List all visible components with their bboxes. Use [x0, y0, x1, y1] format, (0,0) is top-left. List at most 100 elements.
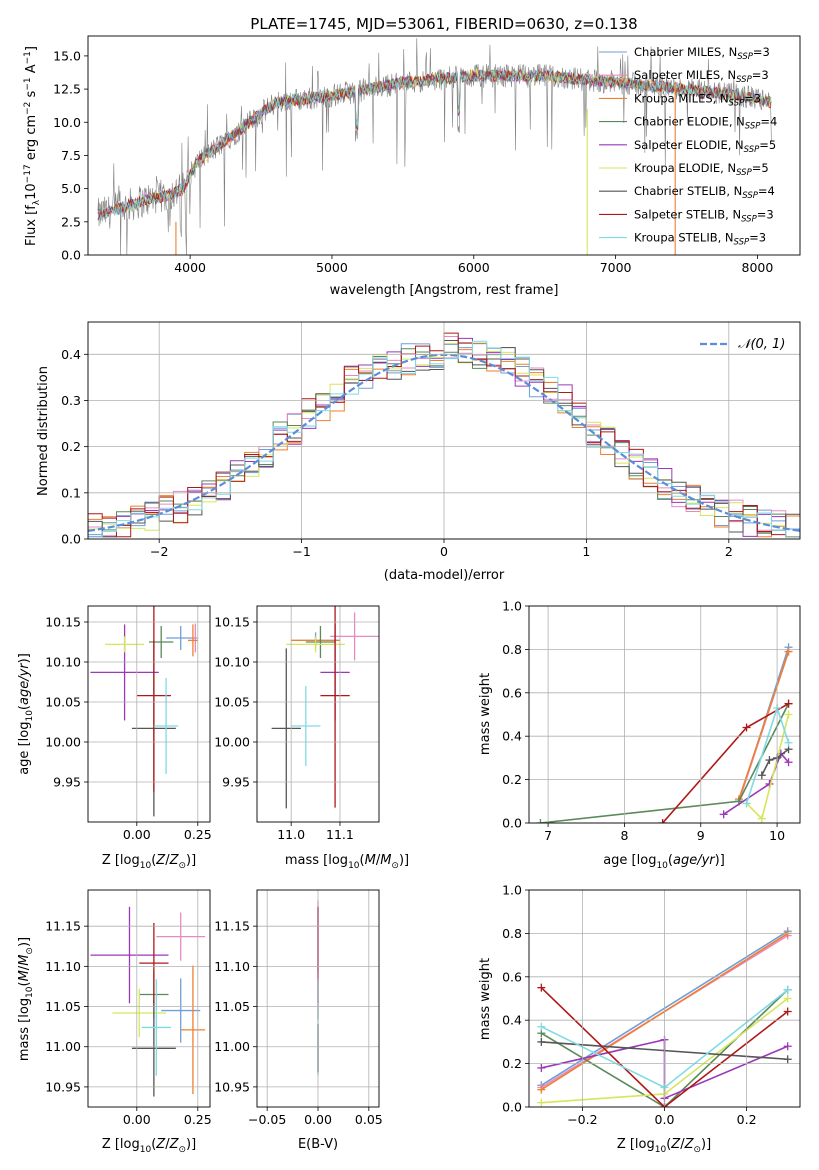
y-tick-label: 10.00 — [214, 735, 250, 750]
axes-frame — [528, 889, 801, 1108]
axes-frame — [87, 35, 801, 256]
x-tick-label: −1 — [292, 544, 310, 559]
x-tick-label: 9 — [697, 828, 705, 843]
axes-frame — [256, 605, 380, 823]
legend-entry: 𝒩(0, 1) — [738, 337, 785, 352]
errorbar-kroupa_stelib — [141, 979, 171, 1076]
weight-marker-salpeter_stelib — [784, 699, 793, 708]
model-spectrum-kroupa_stelib — [97, 69, 772, 221]
x-tick-label: 2 — [725, 544, 733, 559]
weight_vs_age-axes: 7 8 9 10 0.0 0.2 0.4 0.6 0.8 1.0 — [502, 599, 801, 843]
y-tick-label: 1.0 — [502, 883, 522, 898]
y-tick-label: 11.15 — [214, 919, 250, 934]
y-tick-label: 0.3 — [61, 393, 81, 408]
axes-frame — [528, 605, 801, 824]
x-axis-label: Z [log10(Z/Z⊙)] — [102, 853, 196, 871]
y-tick-label: 10.95 — [214, 1079, 250, 1094]
x-axis-label: (data-model)/error — [384, 568, 505, 583]
errorbar-salpeter_stelib — [136, 606, 171, 792]
y-tick-label: 0.4 — [502, 729, 522, 744]
x-tick-label: 7000 — [600, 260, 632, 275]
age_vs_Z-axes: 0.00 0.25 9.95 10.00 10.05 10.10 10.15 — [45, 605, 212, 842]
x-axis-label: Z [log10(Z/Z⊙)] — [617, 1137, 711, 1155]
y-tick-label: 0.4 — [61, 347, 81, 362]
errorbar-kroupa_elodie — [105, 636, 145, 653]
errorbar-kroupa_miles — [188, 624, 198, 657]
weight-marker-chabrier_elodie — [536, 819, 545, 823]
weight-marker-salpeter_stelib — [658, 819, 667, 823]
x-axis-label: wavelength [Angstrom, rest frame] — [330, 283, 559, 298]
errorbar-chabrier_elodie — [305, 626, 336, 658]
legend-entry: Salpeter MILES, NSSP=3 — [634, 68, 769, 85]
x-tick-label: 7 — [544, 828, 552, 843]
y-tick-label: 0.6 — [502, 969, 522, 984]
errorbar-salpeter_miles — [192, 623, 198, 653]
y-tick-label: 10.00 — [45, 735, 81, 750]
legend-entry: Salpeter ELODIE, NSSP=5 — [634, 138, 776, 155]
errorbar-salpeter_stelib — [139, 922, 169, 1004]
y-tick-label: 0.8 — [502, 642, 522, 657]
y-tick-label: 11.10 — [45, 959, 81, 974]
errorbar-chabrier_elodie — [149, 626, 174, 658]
y-tick-label: 10.15 — [45, 615, 81, 630]
weight-marker-kroupa_stelib — [783, 985, 792, 994]
x-tick-label: −2 — [150, 544, 168, 559]
y-tick-label: 7.5 — [61, 148, 81, 163]
y-tick-label: 10.15 — [214, 615, 250, 630]
weight-marker-salpeter_elodie — [783, 1042, 792, 1051]
mass_vs_ebv-axes: −0.05 0.00 0.05 10.95 11.00 11.05 11.10 11.15 — [214, 889, 383, 1127]
x-tick-label: 1 — [582, 544, 590, 559]
x-tick-label: −0.05 — [248, 1112, 286, 1127]
weight-line-chabrier_stelib — [761, 748, 790, 776]
axes-frame — [87, 889, 211, 1108]
weight-marker-salpeter_stelib — [537, 983, 546, 992]
legend-entry: Chabrier ELODIE, NSSP=4 — [634, 115, 777, 132]
y-tick-label: 10.95 — [45, 1079, 81, 1094]
y-axis-label: mass [log10(M/M⊙)] — [17, 937, 35, 1061]
legend-entry: Kroupa MILES, NSSP=3 — [634, 91, 761, 108]
y-tick-label: 0.4 — [502, 1013, 522, 1028]
y-tick-label: 0.0 — [61, 248, 81, 263]
y-tick-label: 11.00 — [214, 1039, 250, 1054]
legend-entry: Salpeter STELIB, NSSP=3 — [634, 207, 774, 224]
y-tick-label: 0.2 — [502, 1056, 522, 1071]
y-axis-label: mass weight — [478, 958, 493, 1040]
spectrum-legend: Chabrier MILES, NSSP=3 Salpeter MILES, NS… — [599, 45, 777, 248]
y-tick-label: 0.2 — [61, 439, 81, 454]
x-tick-label: 8000 — [742, 260, 774, 275]
spectrum-axes: 4000 5000 6000 7000 8000 0.0 2.5 5.0 7.5 10.0 12.5… — [53, 35, 801, 275]
residuals-axes: −2 −1 0 1 2 0.0 0.1 0.2 0.3 0.4 — [61, 321, 801, 559]
weight-line-salpeter_elodie — [723, 752, 790, 815]
age_vs_mass-axes: 11.0 11.1 9.95 10.00 10.05 10.10 10.15 — [214, 605, 380, 842]
errorbar-kroupa_miles — [180, 965, 206, 1095]
weight-line-kroupa_elodie — [745, 714, 790, 821]
x-tick-label: 0.00 — [304, 1112, 332, 1127]
weight_vs_age-plot-area — [536, 643, 793, 823]
y-tick-label: 11.05 — [214, 999, 250, 1014]
x-tick-label: 0.2 — [737, 1112, 757, 1127]
errorbar-kroupa_stelib — [153, 678, 179, 774]
x-axis-label: age [log10(age/yr)] — [603, 853, 725, 871]
x-axis-label: E(B-V) — [298, 1137, 338, 1152]
axes-frame — [87, 321, 801, 540]
x-tick-label: 8 — [620, 828, 628, 843]
y-tick-label: 0.8 — [502, 926, 522, 941]
y-tick-label: 0.2 — [502, 772, 522, 787]
errorbar-chabrier_miles — [161, 978, 201, 1043]
axes-frame — [256, 889, 380, 1108]
x-tick-label: −0.2 — [567, 1112, 597, 1127]
y-tick-label: 10.05 — [214, 695, 250, 710]
age_vs_mass-plot-area — [271, 606, 379, 809]
x-tick-label: 0.05 — [355, 1112, 383, 1127]
errorbar-salpeter_elodie — [90, 906, 169, 1004]
weight-marker-salpeter_elodie — [719, 810, 728, 819]
legend-entry: Kroupa STELIB, NSSP=3 — [634, 231, 766, 248]
age_vs_Z-plot-area — [90, 606, 198, 817]
y-tick-label: 11.10 — [214, 959, 250, 974]
y-tick-label: 11.00 — [45, 1039, 81, 1054]
weight-marker-kroupa_elodie — [784, 710, 793, 719]
x-tick-label: 0 — [440, 544, 448, 559]
y-tick-label: 11.15 — [45, 919, 81, 934]
weight-marker-kroupa_elodie — [537, 1098, 546, 1107]
